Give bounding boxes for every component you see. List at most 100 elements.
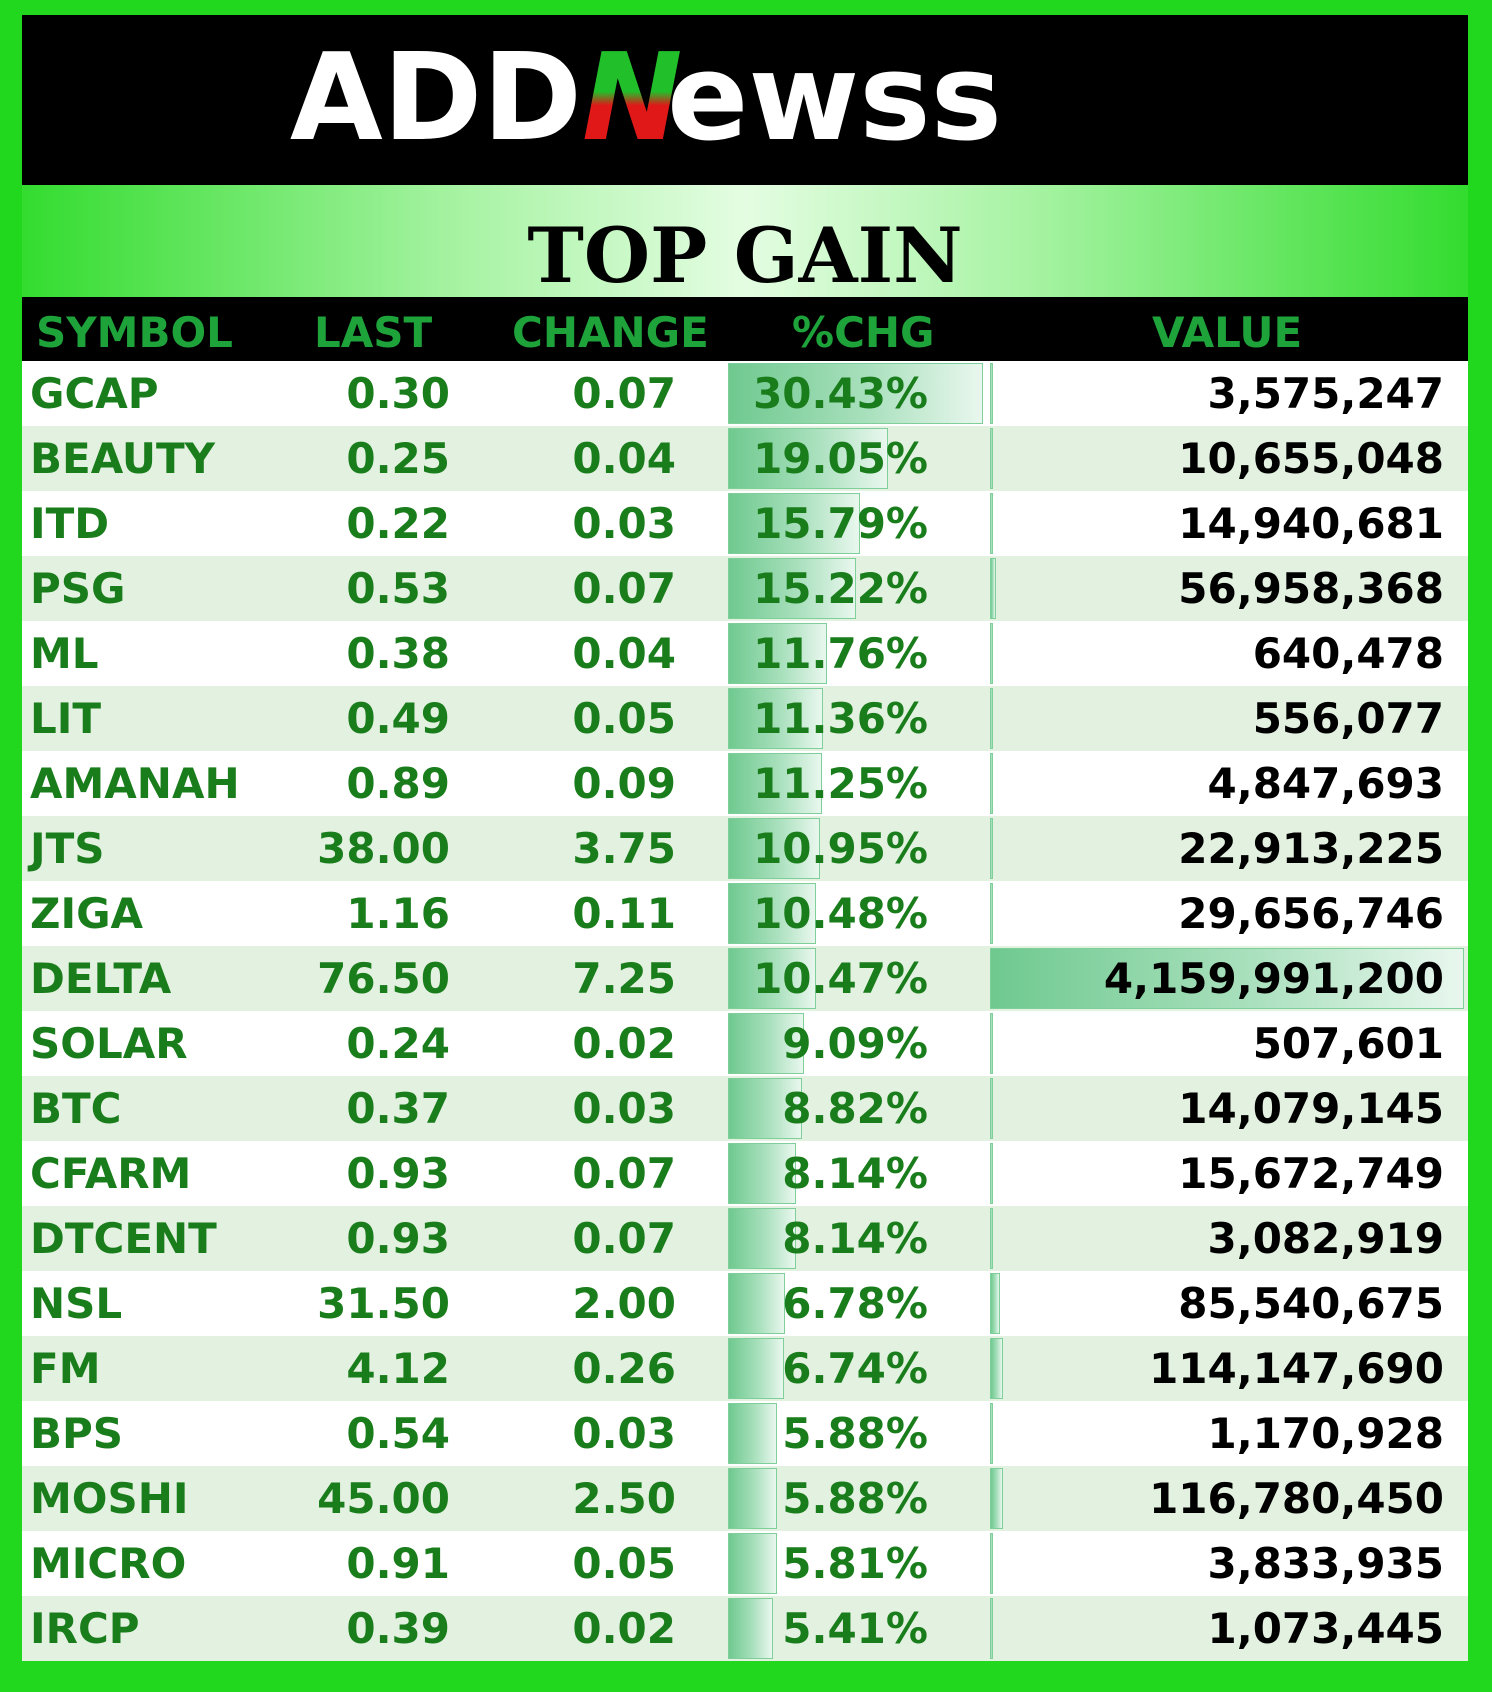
cell-symbol: NSL <box>30 1279 123 1328</box>
value-data-bar <box>990 883 993 944</box>
cell-change: 0.04 <box>572 434 676 483</box>
value-data-bar <box>990 753 993 814</box>
cell-symbol: BTC <box>30 1084 122 1133</box>
cell-symbol: PSG <box>30 564 126 613</box>
logo-mark: N <box>582 29 682 168</box>
cell-change: 0.02 <box>572 1604 676 1653</box>
table-row: MICRO 0.91 0.05 5.81% 3,833,935 <box>22 1531 1468 1596</box>
cell-symbol: ZIGA <box>30 889 144 938</box>
cell-change: 3.75 <box>572 824 676 873</box>
cell-value: 507,601 <box>1252 1019 1444 1068</box>
cell-change: 0.03 <box>572 499 676 548</box>
cell-last: 0.38 <box>346 629 450 678</box>
table-row: ML 0.38 0.04 11.76% 640,478 <box>22 621 1468 686</box>
cell-value: 3,575,247 <box>1207 369 1444 418</box>
table-row: BPS 0.54 0.03 5.88% 1,170,928 <box>22 1401 1468 1466</box>
cell-value: 10,655,048 <box>1178 434 1444 483</box>
cell-symbol: MOSHI <box>30 1474 189 1523</box>
value-data-bar <box>990 1338 1003 1399</box>
cell-symbol: GCAP <box>30 369 159 418</box>
cell-symbol: DELTA <box>30 954 172 1003</box>
table-row: IRCP 0.39 0.02 5.41% 1,073,445 <box>22 1596 1468 1661</box>
cell-last: 1.16 <box>346 889 450 938</box>
pct-change-data-bar <box>728 1403 777 1464</box>
cell-change: 0.07 <box>572 1214 676 1263</box>
table-row: BEAUTY 0.25 0.04 19.05% 10,655,048 <box>22 426 1468 491</box>
cell-pct-change: 10.95% <box>753 824 928 873</box>
cell-last: 31.50 <box>317 1279 450 1328</box>
cell-value: 640,478 <box>1252 629 1444 678</box>
pct-change-data-bar <box>728 818 820 879</box>
cell-pct-change: 11.25% <box>753 759 928 808</box>
pct-change-data-bar <box>728 1598 773 1659</box>
header-last: LAST <box>314 308 433 357</box>
cell-change: 0.04 <box>572 629 676 678</box>
value-data-bar <box>990 1403 993 1464</box>
cell-change: 2.00 <box>572 1279 676 1328</box>
cell-pct-change: 6.78% <box>782 1279 928 1328</box>
pct-change-data-bar <box>728 1013 804 1074</box>
cell-value: 4,847,693 <box>1207 759 1444 808</box>
cell-change: 2.50 <box>572 1474 676 1523</box>
pct-change-data-bar <box>728 1078 802 1139</box>
value-data-bar <box>990 1078 993 1139</box>
table-row: AMANAH 0.89 0.09 11.25% 4,847,693 <box>22 751 1468 816</box>
cell-last: 0.93 <box>346 1214 450 1263</box>
table-row: JTS 38.00 3.75 10.95% 22,913,225 <box>22 816 1468 881</box>
pct-change-data-bar <box>728 753 822 814</box>
header-symbol: SYMBOL <box>36 308 233 357</box>
cell-value: 14,940,681 <box>1178 499 1444 548</box>
table-row: GCAP 0.30 0.07 30.43% 3,575,247 <box>22 361 1468 426</box>
cell-pct-change: 5.88% <box>782 1474 928 1523</box>
cell-change: 0.07 <box>572 1149 676 1198</box>
pct-change-data-bar <box>728 1273 785 1334</box>
cell-value: 4,159,991,200 <box>1103 954 1444 1003</box>
cell-pct-change: 6.74% <box>782 1344 928 1393</box>
cell-symbol: DTCENT <box>30 1214 217 1263</box>
cell-value: 56,958,368 <box>1178 564 1444 613</box>
cell-symbol: IRCP <box>30 1604 140 1653</box>
header-value: VALUE <box>1152 308 1303 357</box>
value-data-bar <box>990 1013 993 1074</box>
logo-text-right: ewss <box>667 29 1002 168</box>
cell-pct-change: 10.47% <box>753 954 928 1003</box>
cell-pct-change: 30.43% <box>753 369 928 418</box>
table-row: BTC 0.37 0.03 8.82% 14,079,145 <box>22 1076 1468 1141</box>
cell-pct-change: 9.09% <box>782 1019 928 1068</box>
cell-pct-change: 11.36% <box>753 694 928 743</box>
cell-change: 0.11 <box>572 889 676 938</box>
logo-banner: ADD N ewss <box>22 15 1468 185</box>
cell-last: 45.00 <box>317 1474 450 1523</box>
cell-value: 85,540,675 <box>1178 1279 1444 1328</box>
cell-pct-change: 8.14% <box>782 1214 928 1263</box>
value-data-bar <box>990 363 993 424</box>
cell-change: 0.03 <box>572 1409 676 1458</box>
cell-last: 0.91 <box>346 1539 450 1588</box>
pct-change-data-bar <box>728 623 827 684</box>
cell-change: 0.05 <box>572 1539 676 1588</box>
cell-value: 14,079,145 <box>1178 1084 1444 1133</box>
cell-symbol: FM <box>30 1344 101 1393</box>
cell-last: 0.89 <box>346 759 450 808</box>
value-data-bar <box>990 1208 993 1269</box>
cell-change: 0.05 <box>572 694 676 743</box>
cell-last: 76.50 <box>317 954 450 1003</box>
cell-pct-change: 5.81% <box>782 1539 928 1588</box>
pct-change-data-bar <box>728 493 860 554</box>
table-row: MOSHI 45.00 2.50 5.88% 116,780,450 <box>22 1466 1468 1531</box>
pct-change-data-bar <box>728 428 888 489</box>
pct-change-data-bar <box>728 1208 796 1269</box>
value-data-bar <box>990 948 1464 1009</box>
cell-last: 0.37 <box>346 1084 450 1133</box>
cell-value: 1,170,928 <box>1207 1409 1444 1458</box>
pct-change-data-bar <box>728 363 983 424</box>
header-pct-change: %CHG <box>792 308 935 357</box>
table-header: SYMBOL LAST CHANGE %CHG VALUE <box>22 297 1468 361</box>
value-data-bar <box>990 1533 993 1594</box>
cell-last: 0.49 <box>346 694 450 743</box>
cell-change: 0.03 <box>572 1084 676 1133</box>
header-change: CHANGE <box>512 308 709 357</box>
cell-value: 1,073,445 <box>1207 1604 1444 1653</box>
cell-change: 0.07 <box>572 564 676 613</box>
cell-value: 3,833,935 <box>1207 1539 1444 1588</box>
